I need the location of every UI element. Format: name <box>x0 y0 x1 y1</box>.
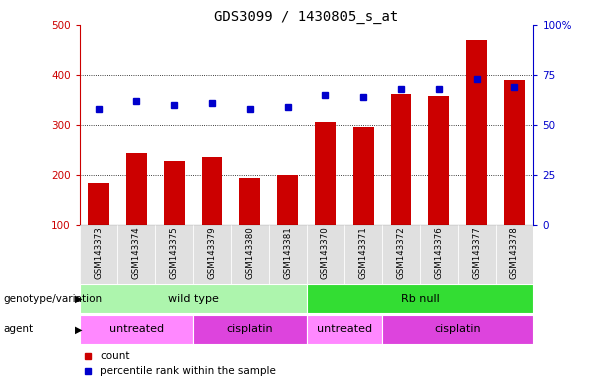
Text: GSM143377: GSM143377 <box>472 227 481 279</box>
Text: GSM143378: GSM143378 <box>510 227 519 279</box>
FancyBboxPatch shape <box>80 315 193 344</box>
FancyBboxPatch shape <box>382 225 420 284</box>
Text: cisplatin: cisplatin <box>435 324 481 334</box>
Text: percentile rank within the sample: percentile rank within the sample <box>100 366 276 376</box>
Text: GSM143379: GSM143379 <box>207 227 216 279</box>
Bar <box>466 40 487 225</box>
Bar <box>390 94 411 225</box>
FancyBboxPatch shape <box>193 225 231 284</box>
FancyBboxPatch shape <box>345 225 382 284</box>
FancyBboxPatch shape <box>306 315 382 344</box>
FancyBboxPatch shape <box>80 284 306 313</box>
Bar <box>88 183 109 225</box>
Bar <box>315 122 336 225</box>
FancyBboxPatch shape <box>306 284 533 313</box>
Text: ▶: ▶ <box>75 293 82 304</box>
Bar <box>240 178 260 225</box>
Text: GSM143381: GSM143381 <box>283 227 292 279</box>
FancyBboxPatch shape <box>268 225 306 284</box>
Text: wild type: wild type <box>168 293 218 304</box>
Text: agent: agent <box>3 324 33 334</box>
FancyBboxPatch shape <box>495 225 533 284</box>
FancyBboxPatch shape <box>306 225 345 284</box>
Text: GDS3099 / 1430805_s_at: GDS3099 / 1430805_s_at <box>215 10 398 23</box>
Bar <box>353 127 373 225</box>
Bar <box>504 80 525 225</box>
FancyBboxPatch shape <box>231 225 268 284</box>
Bar <box>277 175 298 225</box>
Text: genotype/variation: genotype/variation <box>3 293 102 304</box>
Bar <box>202 157 223 225</box>
Bar <box>428 96 449 225</box>
Text: GSM143376: GSM143376 <box>434 227 443 279</box>
Bar <box>164 161 185 225</box>
Text: GSM143372: GSM143372 <box>397 227 406 279</box>
Text: GSM143375: GSM143375 <box>170 227 179 279</box>
FancyBboxPatch shape <box>420 225 458 284</box>
Text: GSM143371: GSM143371 <box>359 227 368 279</box>
FancyBboxPatch shape <box>118 225 155 284</box>
Text: count: count <box>100 351 129 361</box>
Bar <box>126 153 147 225</box>
FancyBboxPatch shape <box>193 315 306 344</box>
Text: ▶: ▶ <box>75 324 82 334</box>
Text: untreated: untreated <box>109 324 164 334</box>
Text: GSM143370: GSM143370 <box>321 227 330 279</box>
Text: Rb null: Rb null <box>400 293 440 304</box>
FancyBboxPatch shape <box>458 225 495 284</box>
FancyBboxPatch shape <box>382 315 533 344</box>
Text: GSM143380: GSM143380 <box>245 227 254 279</box>
FancyBboxPatch shape <box>155 225 193 284</box>
Text: cisplatin: cisplatin <box>226 324 273 334</box>
Text: GSM143373: GSM143373 <box>94 227 103 279</box>
Text: untreated: untreated <box>317 324 372 334</box>
Text: GSM143374: GSM143374 <box>132 227 141 279</box>
FancyBboxPatch shape <box>80 225 118 284</box>
